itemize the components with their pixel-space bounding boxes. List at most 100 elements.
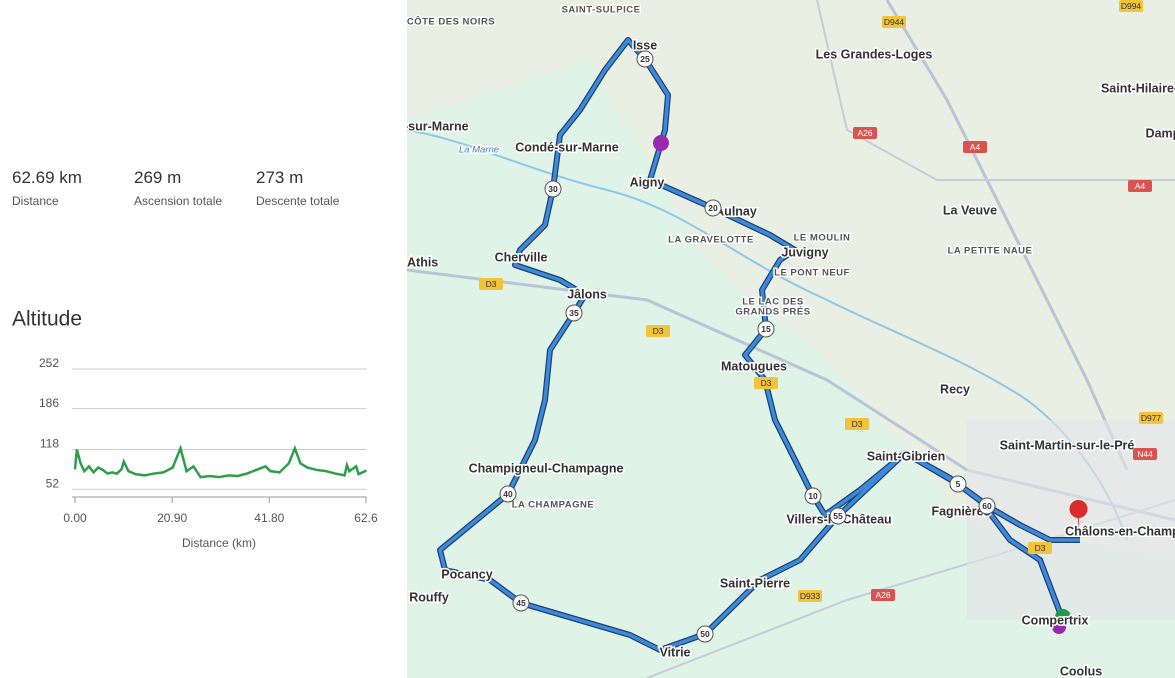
road-label: D3 bbox=[486, 279, 497, 289]
x-tick-label: 62.6 bbox=[354, 511, 378, 525]
place-label: Saint-Martin-sur-le-Pré bbox=[1000, 438, 1135, 452]
road-label: D3 bbox=[852, 419, 863, 429]
place-label: LA PETITE NAUE bbox=[948, 246, 1033, 257]
km-marker-label: 60 bbox=[982, 501, 992, 511]
x-tick-label: 0.00 bbox=[63, 511, 87, 525]
place-label: Aigny bbox=[630, 175, 665, 189]
road-badge bbox=[1028, 542, 1052, 554]
road-badge bbox=[798, 590, 822, 602]
road-label: N44 bbox=[1137, 449, 1153, 459]
place-label: Châlons-en-Champagne bbox=[1065, 524, 1175, 538]
place-label: Vitrie bbox=[659, 645, 690, 659]
x-tick-label: 41.80 bbox=[254, 511, 284, 525]
stat-value: 269 m bbox=[134, 168, 182, 187]
chart-title: Altitude bbox=[12, 308, 82, 331]
km-marker bbox=[978, 497, 996, 515]
road-badge bbox=[1139, 412, 1163, 424]
summit-marker[interactable] bbox=[653, 135, 669, 151]
road bbox=[885, 0, 1129, 471]
place-label: Saint-Hilaire-a bbox=[1101, 81, 1175, 95]
place-label: Dampierr bbox=[1146, 126, 1175, 140]
km-marker bbox=[704, 199, 722, 217]
road-badge bbox=[882, 16, 906, 28]
km-marker bbox=[696, 625, 714, 643]
place-label: Recy bbox=[940, 382, 970, 396]
road-label: A4 bbox=[970, 142, 981, 152]
poi-marker[interactable] bbox=[1052, 620, 1066, 634]
road-label: D977 bbox=[1141, 413, 1162, 423]
place-label: Saint-Pierre bbox=[720, 576, 790, 590]
place-label: Juvigny bbox=[781, 245, 828, 259]
place-label: LE LAC DES bbox=[742, 297, 803, 308]
km-marker bbox=[829, 507, 847, 525]
place-label: Matougues bbox=[721, 359, 787, 373]
place-label: Fagnières bbox=[931, 504, 990, 518]
km-marker bbox=[949, 475, 967, 493]
road-badge bbox=[853, 127, 877, 139]
place-label: La Veuve bbox=[943, 203, 997, 217]
altitude-chart: Altitude Distance (km) 52 118 186 252 0.00 20… bbox=[12, 308, 378, 551]
y-tick-label: 186 bbox=[39, 396, 59, 410]
road-badge bbox=[479, 278, 503, 290]
place-label: LA CHAMPAGNE bbox=[512, 500, 595, 511]
x-axis-label: Distance (km) bbox=[182, 536, 256, 550]
map[interactable]: SAINT-SULPICE CÔTE DES NOIRS Les Grandes-L… bbox=[407, 0, 1175, 678]
altitude-line bbox=[73, 444, 367, 479]
km-marker bbox=[544, 180, 562, 198]
road-label: D3 bbox=[1035, 543, 1046, 553]
place-label: CÔTE DES NOIRS bbox=[407, 16, 495, 28]
place-label: LA GRAVELOTTE bbox=[668, 235, 754, 246]
place-label: Aulnay bbox=[715, 204, 757, 218]
road-label: A26 bbox=[857, 128, 872, 138]
km-marker bbox=[512, 594, 530, 612]
km-marker-label: 45 bbox=[516, 598, 526, 608]
km-marker-label: 25 bbox=[640, 54, 650, 64]
place-label: Coolus bbox=[1060, 664, 1102, 678]
stat-label: Descente totale bbox=[256, 194, 340, 208]
road-badge bbox=[1119, 0, 1143, 12]
road-badge bbox=[754, 377, 778, 389]
road-badge bbox=[963, 141, 987, 153]
km-marker-label: 30 bbox=[548, 184, 558, 194]
y-tick-label: 118 bbox=[40, 437, 59, 451]
y-tick-label: 52 bbox=[46, 476, 60, 490]
km-marker-label: 10 bbox=[808, 491, 818, 501]
km-marker bbox=[804, 487, 822, 505]
end-marker[interactable] bbox=[1069, 500, 1088, 540]
stat-value: 62.69 km bbox=[12, 168, 82, 187]
place-label: Isse bbox=[633, 38, 657, 52]
route[interactable] bbox=[438, 38, 1080, 652]
road-label: A4 bbox=[1135, 181, 1146, 191]
stat: 273 m Descente totale bbox=[256, 168, 339, 208]
km-marker bbox=[499, 485, 517, 503]
place-label: LE MOULIN bbox=[794, 233, 851, 244]
road-label: D3 bbox=[761, 378, 772, 388]
place-label: Jâlons bbox=[567, 287, 607, 301]
place-label: Rouffy bbox=[409, 590, 449, 604]
km-marker-label: 35 bbox=[569, 308, 579, 318]
km-marker bbox=[636, 50, 654, 68]
place-label: -sur-Marne bbox=[407, 119, 469, 133]
road-badge bbox=[871, 589, 895, 601]
stat-value: 273 m bbox=[256, 168, 304, 187]
place-label: Athis bbox=[407, 255, 438, 269]
km-marker-label: 55 bbox=[833, 511, 843, 521]
km-marker-label: 40 bbox=[503, 489, 513, 499]
place-label: Les Grandes-Loges bbox=[816, 47, 933, 61]
place-label: Condé-sur-Marne bbox=[515, 140, 619, 154]
place-label: Saint-Gibrien bbox=[867, 449, 945, 463]
km-marker-label: 15 bbox=[761, 324, 771, 334]
km-marker-label: 5 bbox=[956, 479, 961, 489]
km-marker bbox=[565, 304, 583, 322]
place-label: Champigneul-Champagne bbox=[469, 461, 624, 475]
km-marker bbox=[757, 320, 775, 338]
place-label: Pocancy bbox=[441, 567, 492, 581]
road bbox=[816, 0, 1175, 181]
road-label: D994 bbox=[1121, 1, 1142, 11]
stat: 62.69 km Distance bbox=[12, 168, 82, 208]
stat: 269 m Ascension totale bbox=[134, 168, 222, 208]
road-badge bbox=[845, 418, 869, 430]
road-badge bbox=[1133, 448, 1157, 460]
road-badge bbox=[646, 325, 670, 337]
